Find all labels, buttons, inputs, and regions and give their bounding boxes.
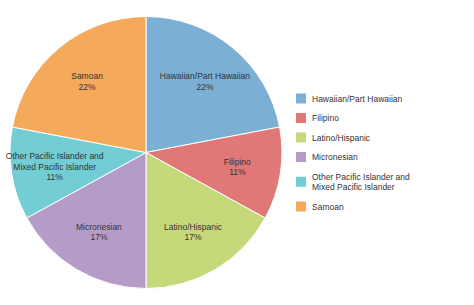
legend-label-line: Micronesian — [312, 152, 358, 162]
legend-label-line: Other Pacific Islander and — [312, 172, 410, 182]
legend-label: Other Pacific Islander andMixed Pacific … — [312, 172, 410, 193]
slice-label-name: Samoan — [71, 71, 103, 81]
pie-slice — [12, 17, 146, 153]
slice-label-value: 22% — [196, 81, 213, 91]
legend: Hawaiian/Part Hawaiian Filipino Latino/His… — [296, 94, 410, 212]
slice-label: Filipino11% — [224, 157, 251, 178]
slice-label-name: Other Pacific Islander andMixed Pacific … — [6, 151, 104, 172]
slice-label-value: 11% — [46, 172, 63, 182]
slice-label: Hawaiian/Part Hawaiian22% — [160, 71, 251, 92]
legend-item: Other Pacific Islander andMixed Pacific … — [296, 172, 410, 193]
legend-swatch — [296, 152, 306, 162]
legend-label: Hawaiian/Part Hawaiian — [312, 94, 403, 104]
legend-item: Hawaiian/Part Hawaiian — [296, 94, 403, 104]
slice-label: Micronesian17% — [76, 222, 122, 243]
slice-label-line: Latino/Hispanic — [164, 222, 223, 232]
legend-label-line: Filipino — [312, 113, 339, 123]
chart: Hawaiian/Part Hawaiian22%Filipino11%Lati… — [0, 0, 474, 305]
slice-label: Samoan22% — [71, 71, 103, 92]
legend-label-line: Hawaiian/Part Hawaiian — [312, 94, 403, 104]
legend-swatch — [296, 202, 306, 212]
legend-item: Micronesian — [296, 152, 358, 162]
legend-label: Filipino — [312, 113, 339, 123]
legend-item: Samoan — [296, 202, 344, 212]
slice-label-line: Filipino — [224, 157, 251, 167]
chart-container: Hawaiian/Part Hawaiian22%Filipino11%Lati… — [0, 0, 474, 305]
slice-label-name: Micronesian — [76, 222, 122, 232]
legend-item: Latino/Hispanic — [296, 133, 371, 143]
slice-label-line: Samoan — [71, 71, 103, 81]
slice-label-value: 17% — [90, 232, 107, 242]
legend-swatch — [296, 177, 306, 187]
slice-label-line: Hawaiian/Part Hawaiian — [160, 71, 251, 81]
slice-labels: Hawaiian/Part Hawaiian22%Filipino11%Lati… — [6, 71, 251, 242]
legend-label-line: Latino/Hispanic — [312, 133, 371, 143]
pie: Hawaiian/Part Hawaiian22%Filipino11%Lati… — [6, 17, 282, 289]
legend-label: Latino/Hispanic — [312, 133, 371, 143]
legend-label: Samoan — [312, 202, 344, 212]
slice-label-line: Other Pacific Islander and — [6, 151, 104, 161]
legend-label-line: Mixed Pacific Islander — [312, 182, 395, 192]
slice-label-name: Hawaiian/Part Hawaiian — [160, 71, 251, 81]
slice-label-name: Filipino — [224, 157, 251, 167]
slice-label-value: 11% — [229, 167, 246, 177]
slice-label-name: Latino/Hispanic — [164, 222, 223, 232]
legend-label-line: Samoan — [312, 202, 344, 212]
slice-label-value: 22% — [79, 81, 96, 91]
slice-label-line: Micronesian — [76, 222, 122, 232]
legend-swatch — [296, 113, 306, 123]
slice-label-value: 17% — [185, 232, 202, 242]
slice-label: Latino/Hispanic17% — [164, 222, 223, 243]
legend-swatch — [296, 133, 306, 143]
slice-label-line: Mixed Pacific Islander — [13, 162, 96, 172]
slice-label: Other Pacific Islander andMixed Pacific … — [6, 151, 104, 182]
legend-swatch — [296, 94, 306, 104]
pie-slice — [146, 153, 265, 289]
legend-item: Filipino — [296, 113, 339, 123]
legend-label: Micronesian — [312, 152, 358, 162]
